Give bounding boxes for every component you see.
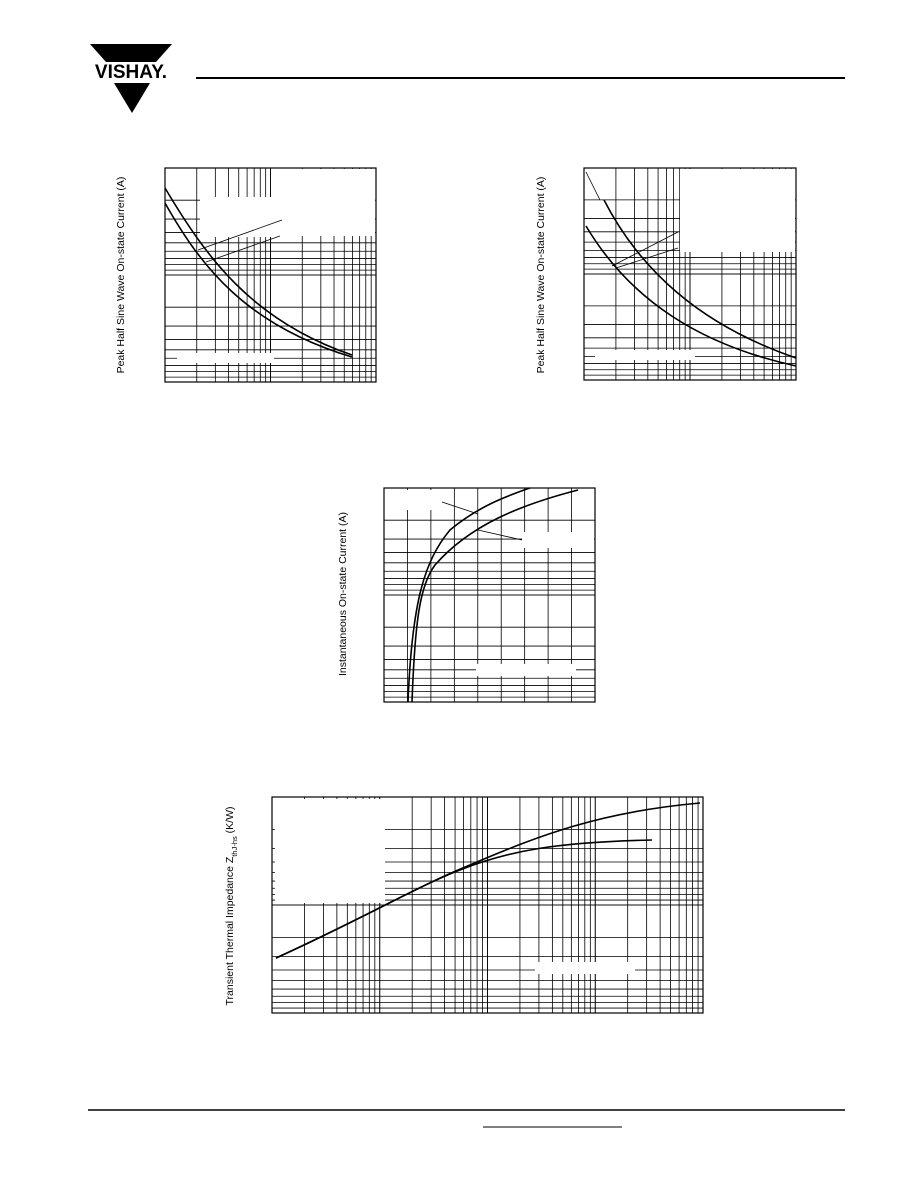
chart-frame [271, 796, 704, 1014]
legend-area [476, 664, 576, 676]
legend-area [284, 169, 375, 236]
legend-area [177, 353, 274, 363]
label-unit: (K/W) [224, 806, 236, 836]
callout [441, 501, 523, 541]
callout [585, 171, 679, 269]
legend-area [535, 962, 635, 974]
curve [585, 225, 797, 367]
logo-top [90, 44, 172, 62]
label-sub: thJ-hs [230, 836, 239, 857]
curve [164, 187, 353, 356]
callout [197, 219, 283, 263]
curve [603, 199, 797, 359]
legend-area [275, 799, 385, 903]
chart-frame [164, 167, 377, 383]
legend-area [680, 169, 795, 252]
curve [411, 489, 579, 703]
y-axis-label: Peak Half Sine Wave On-state Current (A) [535, 177, 547, 374]
legend-area [522, 532, 594, 548]
logo: VISHAY. [90, 44, 172, 113]
logo-text: VISHAY. [95, 62, 167, 83]
legend-area [386, 490, 442, 510]
chart-frame [583, 167, 797, 381]
chart-frame [383, 487, 596, 703]
curve [275, 839, 653, 959]
legend-area [595, 350, 695, 360]
logo-bottom [114, 83, 150, 113]
legend-area [200, 197, 284, 237]
y-axis-label: Transient Thermal Impedance ZthJ-hs (K/W… [224, 806, 239, 1005]
curve [164, 202, 353, 358]
curve [407, 487, 531, 703]
label-main: Transient Thermal Impedance Z [224, 856, 236, 1005]
y-axis-label: Peak Half Sine Wave On-state Current (A) [115, 177, 127, 374]
y-axis-label: Instantaneous On-state Current (A) [337, 512, 349, 676]
